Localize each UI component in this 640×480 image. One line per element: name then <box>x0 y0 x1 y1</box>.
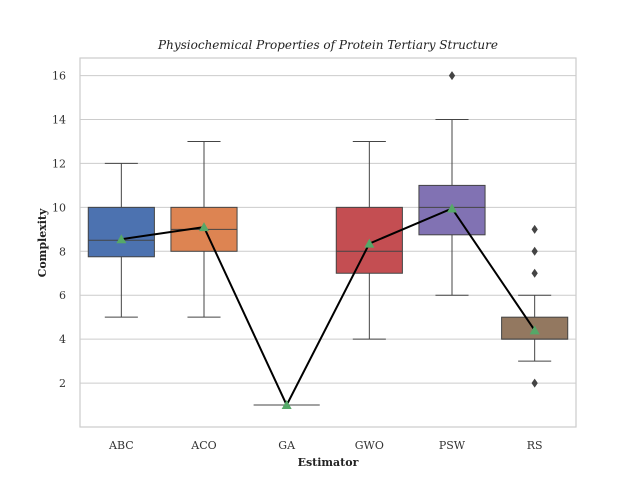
box-rs <box>501 224 569 388</box>
mean-marker-rs <box>529 325 540 335</box>
chart-title: Physiochemical Properties of Protein Ter… <box>157 38 498 52</box>
x-tick-label: GA <box>278 439 296 452</box>
y-tick-label: 14 <box>52 114 66 127</box>
y-tick-label: 16 <box>52 70 66 83</box>
mean-marker-ga <box>281 400 292 410</box>
outlier-point <box>531 224 538 234</box>
box-gwo <box>335 140 403 340</box>
y-axis-label: Complexity <box>36 208 49 277</box>
y-tick-label: 8 <box>59 245 66 258</box>
mean-marker-gwo <box>364 238 375 248</box>
x-tick-label: PSW <box>439 439 466 452</box>
means <box>116 203 540 410</box>
y-tick-label: 10 <box>52 201 66 214</box>
mean-marker-abc <box>116 234 127 244</box>
y-tick-label: 12 <box>52 157 66 170</box>
mean-line <box>121 207 536 408</box>
mean-marker-psw <box>447 203 457 213</box>
mean-marker-aco <box>199 222 209 232</box>
y-tick-labels: 2 4 6 8 10 12 14 16 <box>52 70 66 391</box>
plot-frame <box>79 57 577 428</box>
outlier-point <box>448 71 456 81</box>
x-tick-label: GWO <box>355 439 384 452</box>
grid-lines <box>80 75 576 384</box>
y-tick-label: 4 <box>59 333 66 346</box>
outlier-point <box>531 378 538 388</box>
iqr-box <box>87 206 155 258</box>
x-tick-label: RS <box>527 439 543 452</box>
outlier-point <box>531 246 538 256</box>
boxes <box>87 71 569 406</box>
box-abc <box>87 162 155 318</box>
x-tick-label: ABC <box>108 439 134 452</box>
y-tick-label: 2 <box>59 377 66 390</box>
x-axis-label: Estimator <box>298 456 359 469</box>
x-tick-label: ACO <box>190 439 216 452</box>
box-psw <box>418 71 486 296</box>
y-tick-label: 6 <box>59 289 66 302</box>
x-tick-labels: ABC ACO GA GWO PSW RS <box>108 439 543 452</box>
outlier-point <box>531 268 538 278</box>
